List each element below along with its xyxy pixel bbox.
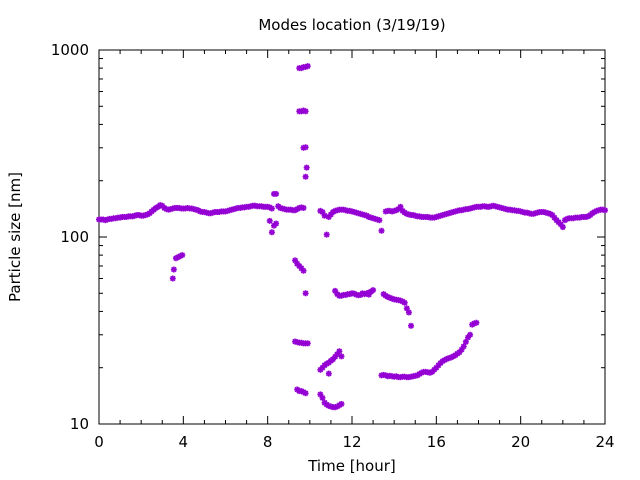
data-point xyxy=(302,173,309,180)
data-point xyxy=(401,299,408,306)
x-tick-label: 24 xyxy=(595,433,614,451)
data-point xyxy=(300,204,307,211)
data-point xyxy=(467,331,474,338)
data-point xyxy=(408,322,415,329)
x-tick-label: 20 xyxy=(511,433,530,451)
data-point xyxy=(323,231,330,238)
data-point xyxy=(338,353,345,360)
data-point xyxy=(273,220,280,227)
data-point xyxy=(319,394,326,401)
x-tick-label: 16 xyxy=(427,433,446,451)
data-point xyxy=(302,144,309,151)
data-point xyxy=(405,309,412,316)
data-point xyxy=(602,207,608,214)
y-axis-label: Particle size [nm] xyxy=(6,172,24,302)
data-point xyxy=(460,343,467,350)
data-point xyxy=(273,190,280,197)
data-points xyxy=(96,63,608,411)
data-point xyxy=(302,390,309,397)
data-point xyxy=(268,205,275,212)
data-point xyxy=(325,370,332,377)
y-tick-label: 1000 xyxy=(51,41,89,59)
data-point xyxy=(303,164,310,171)
data-point xyxy=(473,319,480,326)
data-point xyxy=(338,400,345,407)
data-point xyxy=(378,227,385,234)
data-point xyxy=(266,217,273,224)
data-point xyxy=(304,63,311,70)
data-point xyxy=(300,267,307,274)
plot-area-frame xyxy=(98,49,606,425)
x-axis-label: Time [hour] xyxy=(307,457,396,475)
axis-tick-labels: 0 4 8 12 16 20 24 10 100 1000 xyxy=(51,41,615,451)
data-point xyxy=(170,266,177,273)
data-point xyxy=(370,287,377,294)
axis-ticks xyxy=(98,49,606,425)
x-tick-label: 4 xyxy=(179,433,189,451)
data-point xyxy=(365,291,372,298)
data-point xyxy=(462,338,469,345)
x-tick-label: 0 xyxy=(94,433,104,451)
y-tick-label: 10 xyxy=(70,415,89,433)
chart-title: Modes location (3/19/19) xyxy=(258,16,445,34)
data-point xyxy=(559,224,566,231)
data-point xyxy=(268,229,275,236)
y-tick-label: 100 xyxy=(60,228,89,246)
data-point xyxy=(376,217,383,224)
data-point xyxy=(336,348,343,355)
x-tick-label: 12 xyxy=(342,433,361,451)
data-point xyxy=(302,108,309,115)
data-point xyxy=(179,252,186,259)
data-point xyxy=(169,275,176,282)
data-point xyxy=(302,290,309,297)
data-point xyxy=(304,340,311,347)
x-tick-label: 8 xyxy=(263,433,273,451)
